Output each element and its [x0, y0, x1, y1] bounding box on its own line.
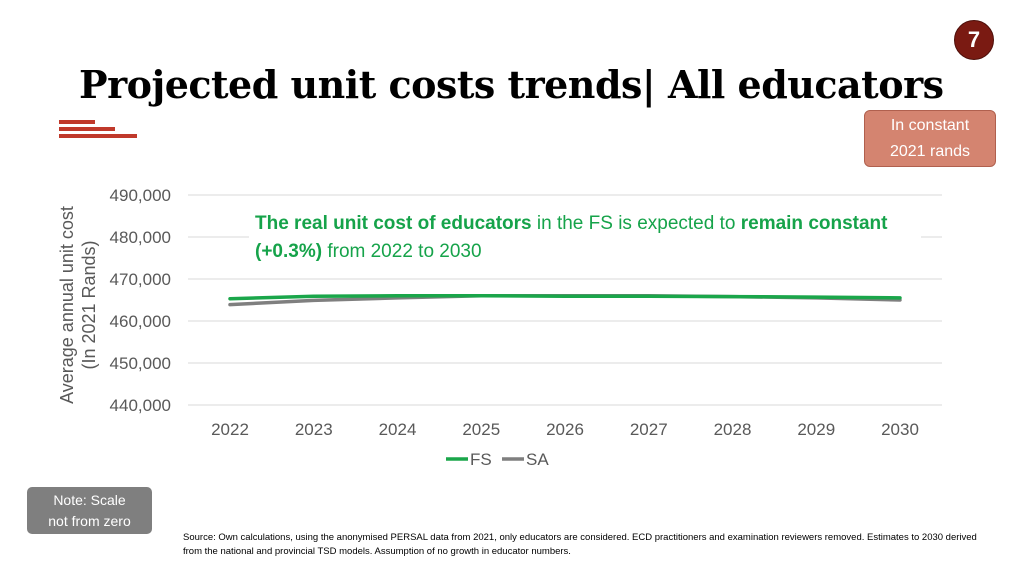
slide-title: Projected unit costs trends| All educato… — [79, 62, 944, 107]
y-tick-label: 450,000 — [110, 354, 171, 373]
x-tick-label: 2026 — [546, 420, 584, 439]
y-tick-label: 460,000 — [110, 312, 171, 331]
series-line-fs — [228, 294, 902, 301]
y-tick-label: 490,000 — [110, 186, 171, 205]
callout-part-3: remain constant (+0.3%) — [255, 213, 888, 262]
y-axis-title-line-2: (In 2021 Rands) — [79, 240, 99, 369]
unit-badge-line-1: In constant — [890, 117, 970, 134]
callout-part-4: from 2022 to 2030 — [322, 241, 482, 262]
callout-part-1: The real unit cost of educators — [255, 213, 532, 234]
scale-note-line-1: Note: Scale — [53, 492, 126, 508]
y-tick-labels: 490,000 480,000 470,000 460,000 450,000 440,0… — [110, 186, 171, 415]
chart-legend: FS SA — [446, 450, 549, 469]
y-tick-label: 480,000 — [110, 228, 171, 247]
chart-series — [228, 294, 902, 307]
page-number-badge: 7 — [954, 20, 994, 60]
legend-label-fs: FS — [470, 450, 492, 469]
x-tick-label: 2025 — [462, 420, 500, 439]
unit-badge-line-2: 2021 rands — [889, 143, 971, 160]
title-decoration — [59, 120, 139, 142]
chart-callout: The real unit cost of educators in the F… — [249, 196, 921, 274]
x-tick-label: 2028 — [714, 420, 752, 439]
x-tick-label: 2027 — [630, 420, 668, 439]
legend-label-sa: SA — [526, 450, 549, 469]
x-tick-label: 2029 — [797, 420, 835, 439]
x-tick-label: 2023 — [295, 420, 333, 439]
unit-badge: In constant 2021 rands — [864, 110, 996, 167]
y-tick-label: 440,000 — [110, 396, 171, 415]
x-tick-label: 2030 — [881, 420, 919, 439]
y-axis-title-line-1: Average annual unit cost — [57, 206, 77, 404]
scale-note-line-2: not from zero — [48, 513, 131, 529]
y-tick-label: 470,000 — [110, 270, 171, 289]
source-note: Source: Own calculations, using the anon… — [183, 532, 977, 557]
x-tick-labels: 2022 2023 2024 2025 2026 2027 2028 2029 2030 — [211, 420, 919, 439]
x-tick-label: 2024 — [379, 420, 417, 439]
line-chart: 490,000 480,000 470,000 460,000 450,000 440,0… — [57, 186, 942, 469]
callout-part-2: in the FS is expected to — [531, 213, 741, 234]
scale-note: Note: Scale not from zero — [27, 487, 152, 534]
x-tick-label: 2022 — [211, 420, 249, 439]
